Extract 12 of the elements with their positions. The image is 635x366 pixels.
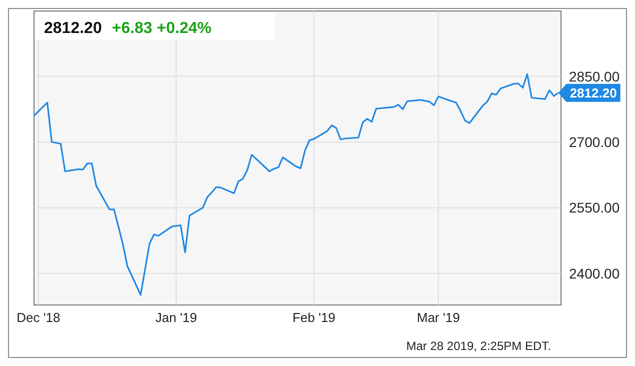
x-tick-label: Dec '18	[16, 310, 60, 325]
text: 2812.20	[44, 20, 102, 37]
y-tick-label: 2550.00	[569, 200, 620, 216]
x-tick-label: Jan '19	[155, 310, 197, 325]
x-tick-label: Mar '19	[416, 310, 460, 325]
text: Mar 28 2019, 2:25PM EDT.	[406, 339, 551, 353]
data-label: 2812.20	[570, 85, 617, 100]
x-tick-label: Feb '19	[292, 310, 336, 325]
y-tick-label: 2400.00	[569, 265, 620, 282]
y-tick-label: 2850.00	[569, 68, 620, 84]
text: +6.83 +0.24%	[112, 20, 212, 37]
y-tick-label: 2700.00	[569, 134, 620, 150]
